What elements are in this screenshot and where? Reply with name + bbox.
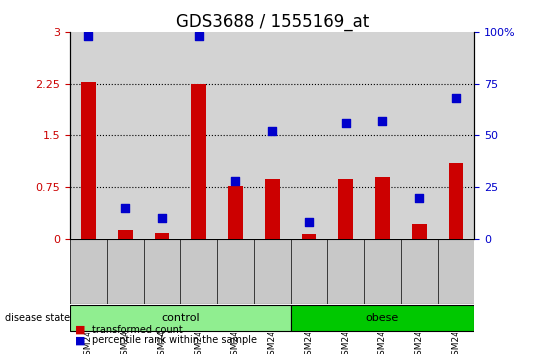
Point xyxy=(84,33,93,39)
FancyBboxPatch shape xyxy=(291,305,474,331)
Bar xyxy=(412,224,426,239)
Point xyxy=(268,129,277,134)
Point xyxy=(305,219,313,225)
Point xyxy=(378,118,387,124)
FancyBboxPatch shape xyxy=(70,305,291,331)
Text: ■: ■ xyxy=(75,325,86,335)
Bar xyxy=(81,82,96,239)
Bar xyxy=(191,84,206,239)
Point xyxy=(415,195,424,200)
Point xyxy=(121,205,129,211)
Text: control: control xyxy=(161,313,199,323)
Bar xyxy=(375,177,390,239)
Title: GDS3688 / 1555169_at: GDS3688 / 1555169_at xyxy=(176,13,369,30)
Point xyxy=(231,178,240,184)
Text: ■: ■ xyxy=(75,335,86,345)
Text: disease state: disease state xyxy=(5,313,70,323)
Point xyxy=(452,95,460,101)
Point xyxy=(341,120,350,126)
Bar xyxy=(338,179,353,239)
Point xyxy=(157,215,166,221)
Text: transformed count: transformed count xyxy=(92,325,182,335)
Bar xyxy=(302,234,316,239)
Text: percentile rank within the sample: percentile rank within the sample xyxy=(92,335,257,345)
Bar xyxy=(155,233,169,239)
Bar xyxy=(228,186,243,239)
Text: obese: obese xyxy=(366,313,399,323)
Point xyxy=(195,33,203,39)
Bar xyxy=(118,230,133,239)
Bar xyxy=(265,179,280,239)
Bar xyxy=(448,163,464,239)
